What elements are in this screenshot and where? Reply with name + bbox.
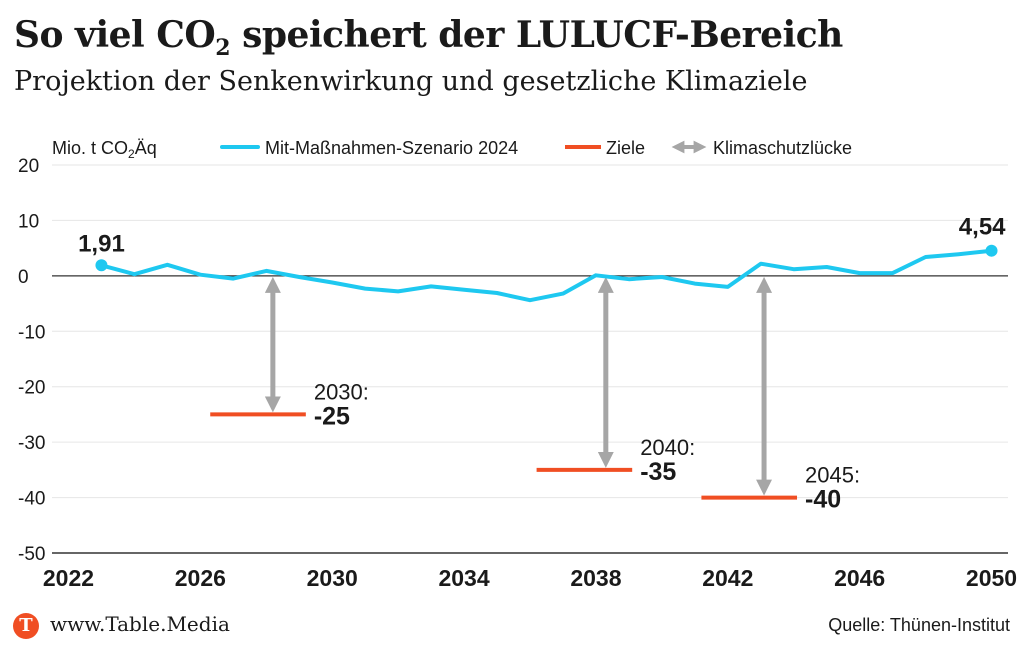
x-tick-label: 2046 bbox=[834, 565, 885, 591]
target-value-label: -40 bbox=[805, 486, 841, 514]
target-year-label: 2040: bbox=[640, 435, 695, 460]
legend-label: Klimaschutzlücke bbox=[713, 138, 852, 158]
y-tick-label: 10 bbox=[18, 211, 39, 232]
x-tick-label: 2034 bbox=[438, 565, 489, 591]
end-point bbox=[985, 244, 998, 257]
y-tick-label: -20 bbox=[18, 378, 45, 399]
x-tick-label: 2030 bbox=[307, 565, 358, 591]
y-tick-label: 0 bbox=[18, 267, 29, 288]
target-value-label: -25 bbox=[314, 402, 350, 430]
x-tick-label: 2022 bbox=[43, 565, 94, 591]
end-value-label: 4,54 bbox=[959, 214, 1006, 241]
target-year-label: 2030: bbox=[314, 379, 369, 404]
chart-subtitle: Projektion der Senkenwirkung und gesetzl… bbox=[14, 66, 808, 97]
x-tick-label: 2042 bbox=[702, 565, 753, 591]
y-axis-unit-label: Mio. t CO2Äq bbox=[52, 138, 157, 161]
y-tick-label: -10 bbox=[18, 322, 45, 343]
table-media-logo: T bbox=[13, 613, 39, 639]
footer-site: www.Table.Media bbox=[50, 612, 230, 636]
start-value-label: 1,91 bbox=[78, 230, 125, 257]
footer-source: Quelle: Thünen-Institut bbox=[828, 615, 1010, 635]
chart-title: So viel CO2 speichert der LULUCF-Bereich bbox=[14, 14, 843, 61]
y-tick-label: -30 bbox=[18, 433, 45, 454]
y-tick-label: -50 bbox=[18, 544, 45, 565]
y-tick-label: -40 bbox=[18, 489, 45, 510]
scenario-line bbox=[99, 248, 994, 303]
start-point bbox=[95, 259, 108, 272]
x-tick-label: 2050 bbox=[966, 565, 1017, 591]
y-tick-label: 20 bbox=[18, 156, 39, 177]
x-tick-label: 2038 bbox=[570, 565, 621, 591]
legend-label: Ziele bbox=[606, 138, 645, 158]
x-tick-label: 2026 bbox=[175, 565, 226, 591]
target-year-label: 2045: bbox=[805, 463, 860, 488]
legend-label: Mit-Maßnahmen-Szenario 2024 bbox=[265, 138, 518, 158]
target-value-label: -35 bbox=[640, 458, 676, 486]
